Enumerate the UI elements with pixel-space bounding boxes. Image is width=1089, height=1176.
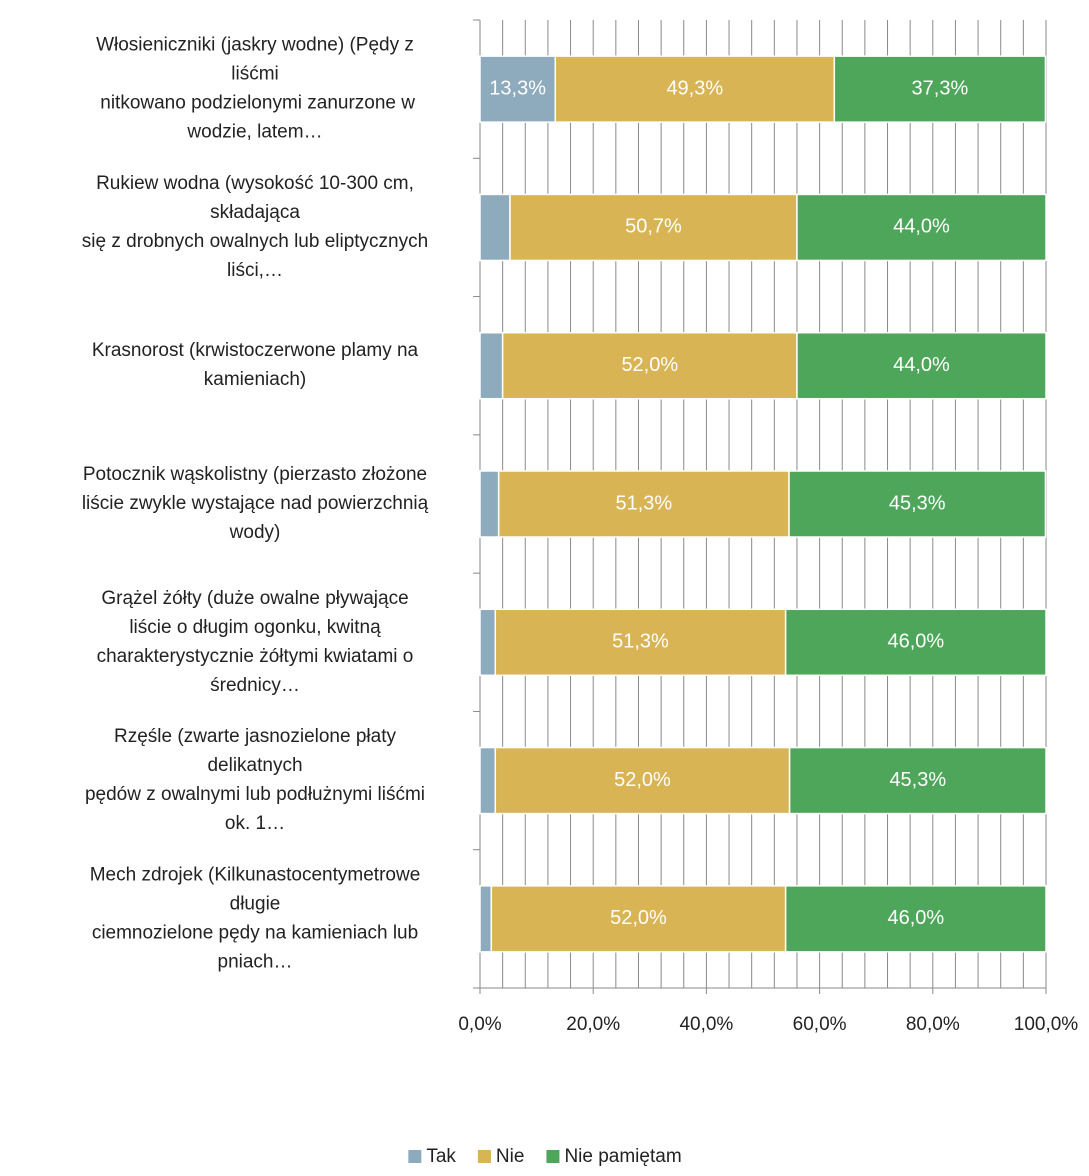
bar-segment <box>479 746 497 815</box>
data-label: 52,0% <box>621 354 678 376</box>
data-label: 51,3% <box>612 631 669 653</box>
data-label: 37,3% <box>912 77 969 99</box>
y-tick-label: Krasnorost (krwistoczerwone plamy na kami… <box>92 340 419 390</box>
bar-segment <box>479 55 557 123</box>
data-label: 45,3% <box>889 769 946 791</box>
legend: Tak Nie Nie pamiętam <box>408 1146 682 1167</box>
bar-segment <box>494 746 791 815</box>
bar-segment <box>479 470 500 538</box>
data-label: 52,0% <box>614 769 671 791</box>
legend-swatch <box>408 1150 422 1163</box>
x-tick-label: 80,0% <box>906 1014 960 1035</box>
data-label: 46,0% <box>887 907 944 929</box>
y-tick-label: Mech zdrojek (Kilkunastocentymetrowe dług… <box>90 864 421 972</box>
bar-segment <box>479 193 511 262</box>
data-label: 45,3% <box>889 492 946 514</box>
bar-segment <box>788 746 1047 815</box>
bar-segment <box>497 470 790 538</box>
legend-swatch <box>546 1150 560 1163</box>
legend-swatch <box>477 1150 491 1163</box>
bar-segment <box>479 608 497 677</box>
data-label: 49,3% <box>666 77 723 99</box>
bar-segment <box>784 608 1047 677</box>
data-label: 51,3% <box>615 492 672 514</box>
bar-segment <box>796 331 1047 400</box>
data-label: 46,0% <box>887 631 944 653</box>
x-tick-label: 20,0% <box>566 1014 620 1035</box>
data-label: 52,0% <box>610 907 667 929</box>
bar-segment <box>784 885 1047 953</box>
bar-segment <box>501 331 798 400</box>
y-tick-label: Rzęśle (zwarte jasnozielone płaty delikat… <box>85 726 425 834</box>
y-tick-label: Rukiew wodna (wysokość 10-300 cm, składaj… <box>82 173 428 281</box>
bar-segment <box>479 331 504 400</box>
bar-segment <box>554 55 836 123</box>
x-tick-label: 0,0% <box>458 1014 501 1035</box>
legend-label: Nie pamiętam <box>564 1146 681 1167</box>
x-tick-label: 40,0% <box>679 1014 733 1035</box>
bar-segment <box>494 608 787 677</box>
y-tick-label: Potocznik wąskolistny (pierzasto złożone… <box>82 464 429 543</box>
x-tick-label: 60,0% <box>793 1014 847 1035</box>
x-tick-label: 100,0% <box>1014 1014 1079 1035</box>
y-tick-label: Włosieniczniki (jaskry wodne) (Pędy z liś… <box>95 35 415 143</box>
legend-label: Tak <box>426 1146 456 1167</box>
data-label: 13,3% <box>489 77 546 99</box>
data-label: 44,0% <box>893 354 950 376</box>
data-label: 44,0% <box>893 216 950 238</box>
bar-segment <box>796 193 1047 262</box>
data-label: 50,7% <box>625 216 682 238</box>
legend-label: Nie <box>496 1146 525 1167</box>
bar-segment <box>490 885 787 953</box>
y-tick-label: Grążel żółty (duże owalne pływające liści… <box>97 588 414 696</box>
bar-segment <box>833 55 1047 123</box>
bar-segment <box>788 470 1047 538</box>
bar-segment <box>479 885 493 953</box>
bar-segment <box>509 193 798 262</box>
